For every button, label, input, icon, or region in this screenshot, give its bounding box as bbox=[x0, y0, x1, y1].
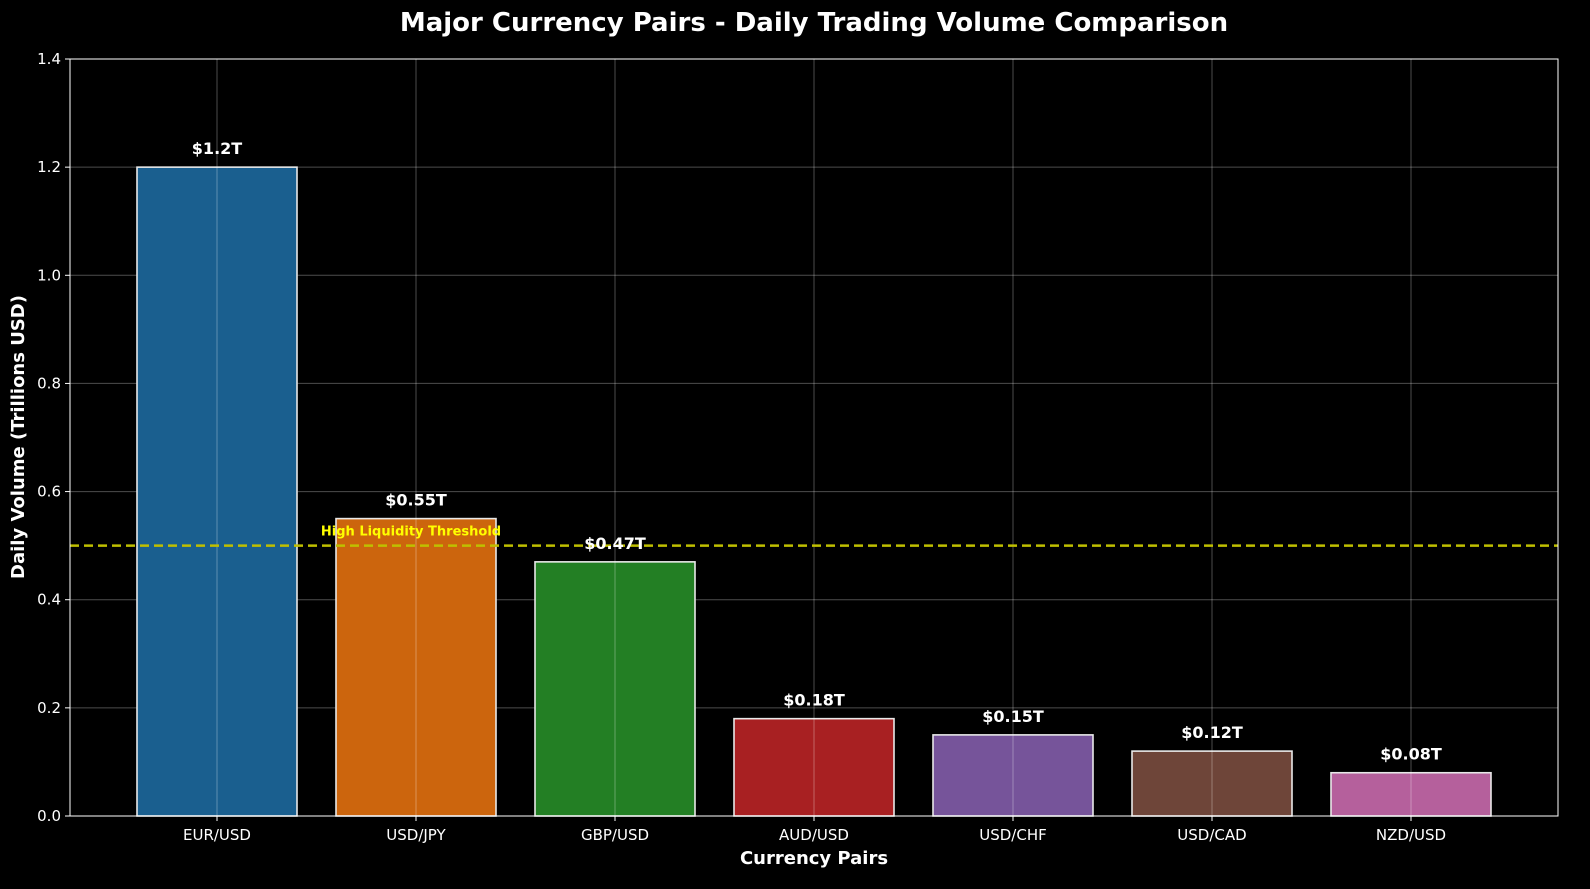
bar bbox=[335, 517, 497, 817]
data-label: $0.08T bbox=[1380, 745, 1442, 764]
grid-overlay bbox=[216, 59, 1412, 816]
data-label: $0.12T bbox=[1181, 723, 1243, 742]
x-tick-label: USD/CHF bbox=[979, 826, 1047, 844]
bar bbox=[136, 166, 298, 817]
y-tick-label: 0.8 bbox=[37, 374, 61, 392]
y-axis-label: Daily Volume (Trillions USD) bbox=[8, 295, 29, 579]
bar bbox=[1131, 750, 1293, 817]
data-label: $0.55T bbox=[385, 491, 447, 510]
y-ticks: 0.0 0.2 0.4 0.6 0.8 1.0 1.2 1.4 bbox=[37, 50, 70, 825]
x-ticks: EUR/USD USD/JPY GBP/USD AUD/USD USD/CHF USD/C… bbox=[183, 816, 1446, 844]
x-axis-label: Currency Pairs bbox=[740, 848, 888, 869]
data-label: $1.2T bbox=[192, 139, 242, 158]
y-tick-label: 1.0 bbox=[37, 266, 61, 284]
y-tick-label: 0.6 bbox=[37, 483, 61, 501]
data-label: $0.47T bbox=[584, 534, 646, 553]
y-tick-label: 1.2 bbox=[37, 158, 61, 176]
x-tick-label: GBP/USD bbox=[581, 826, 649, 844]
bars bbox=[136, 166, 1492, 817]
bar bbox=[733, 717, 895, 817]
y-tick-label: 0.2 bbox=[37, 699, 61, 717]
bar bbox=[534, 561, 696, 817]
y-tick-label: 1.4 bbox=[37, 50, 61, 68]
threshold-label: High Liquidity Threshold bbox=[321, 525, 501, 540]
grid bbox=[70, 58, 1558, 817]
chart-title: Major Currency Pairs - Daily Trading Vol… bbox=[400, 8, 1228, 38]
data-label: $0.18T bbox=[783, 691, 845, 710]
x-tick-label: USD/CAD bbox=[1177, 826, 1246, 844]
y-tick-label: 0.4 bbox=[37, 591, 61, 609]
data-label: $0.15T bbox=[982, 707, 1044, 726]
data-labels: $1.2T $0.55T $0.47T $0.18T $0.15T $0.12T $0.08… bbox=[192, 139, 1442, 764]
threshold: High Liquidity Threshold bbox=[70, 525, 1558, 547]
x-tick-label: EUR/USD bbox=[183, 826, 251, 844]
x-tick-label: AUD/USD bbox=[779, 826, 849, 844]
y-tick-label: 0.0 bbox=[37, 807, 61, 825]
x-tick-label: USD/JPY bbox=[386, 826, 446, 844]
x-tick-label: NZD/USD bbox=[1376, 826, 1446, 844]
bar bbox=[1330, 771, 1492, 817]
bar bbox=[932, 734, 1094, 817]
